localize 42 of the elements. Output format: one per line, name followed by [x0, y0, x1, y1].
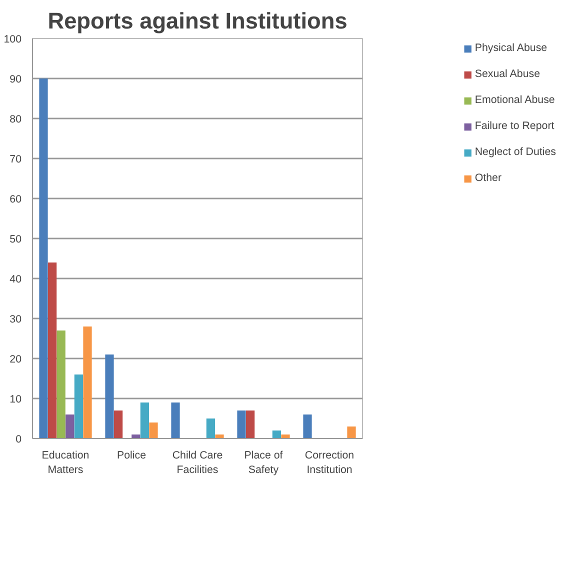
y-tick-label: 90 [10, 74, 22, 86]
x-tick-label: Correction Institution [304, 450, 354, 476]
bar [272, 430, 282, 438]
y-tick-label: 10 [10, 394, 22, 406]
x-tick-label: Place of Safety [244, 450, 283, 476]
bar [149, 422, 158, 438]
bar [74, 374, 84, 438]
bar [48, 262, 57, 438]
y-tick-label: 80 [10, 114, 22, 126]
legend-label: Failure to Report [474, 120, 554, 132]
bar [206, 418, 216, 438]
legend-label: Neglect of Duties [474, 146, 556, 158]
x-tick-label: Education Matters [42, 450, 90, 476]
y-tick-label: 30 [10, 314, 22, 326]
legend-label: Physical Abuse [474, 42, 548, 54]
bar [66, 414, 74, 438]
bar [281, 434, 290, 438]
y-tick-label: 20 [10, 354, 22, 366]
bar [303, 414, 312, 438]
y-tick-label: 100 [4, 34, 22, 46]
legend-label: Sexual Abuse [474, 68, 540, 80]
bar [39, 78, 48, 438]
y-tick-label: 0 [16, 434, 22, 446]
bar [114, 410, 123, 438]
y-tick-label: 60 [10, 194, 22, 206]
legend-label: Emotional Abuse [474, 94, 555, 106]
y-tick-label: 70 [10, 154, 22, 166]
bar [347, 426, 356, 438]
y-tick-label: 50 [10, 234, 22, 246]
bar [237, 410, 246, 438]
bar [215, 434, 224, 438]
bar [246, 410, 255, 438]
bar [171, 402, 180, 438]
legend-label: Other [474, 172, 502, 184]
y-tick-label: 40 [10, 274, 22, 286]
x-tick-label: Police [116, 450, 146, 462]
bar [140, 402, 150, 438]
bar [56, 330, 66, 438]
x-tick-label: Child Care Facilities [172, 450, 223, 476]
bar [105, 354, 114, 438]
bar [83, 326, 92, 438]
chart-title: Reports against Institutions [48, 8, 348, 34]
